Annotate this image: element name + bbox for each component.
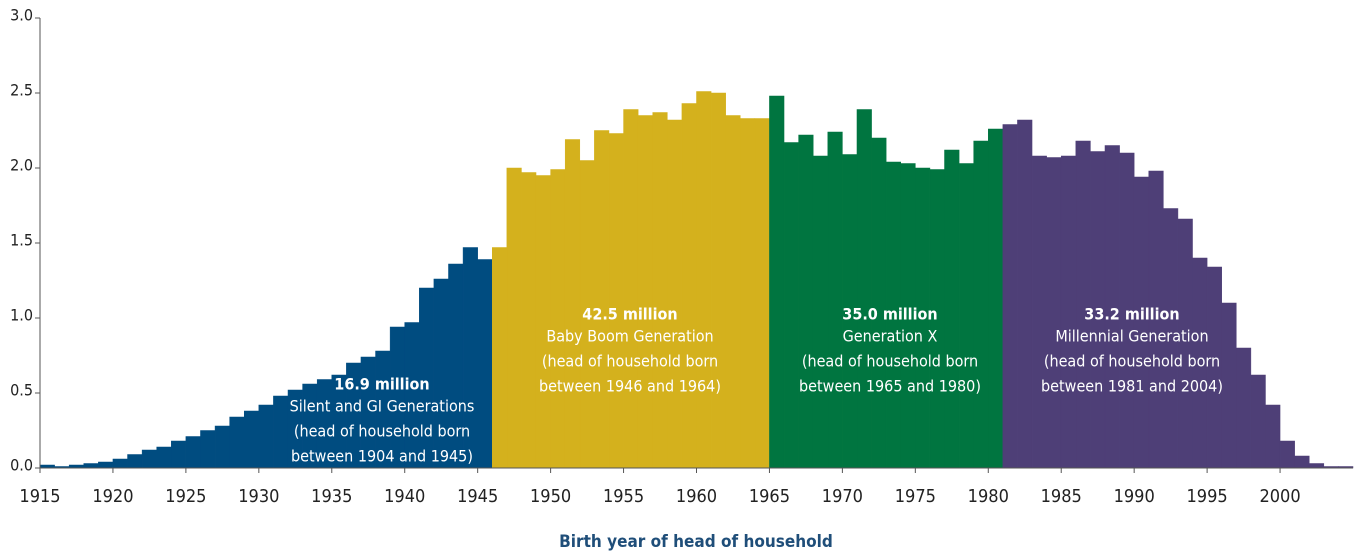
- annotation-title: 42.5 million: [582, 305, 677, 324]
- y-tick-label: 3.0: [10, 6, 33, 25]
- bar: [1308, 463, 1325, 469]
- annotation-text: (head of household born: [542, 352, 718, 371]
- bar: [564, 139, 581, 469]
- x-tick-label: 1975: [895, 486, 936, 507]
- annotation-text: between 1946 and 1964): [539, 377, 721, 396]
- annotation-title: 16.9 million: [334, 375, 429, 394]
- bar: [769, 95, 785, 469]
- y-tick-label: 0.5: [10, 381, 33, 400]
- bar: [550, 169, 566, 469]
- annotation-text: Silent and GI Generations: [290, 397, 475, 416]
- bar: [1236, 347, 1252, 469]
- bar: [710, 92, 726, 469]
- x-tick-label: 1965: [749, 486, 790, 507]
- bar: [98, 461, 114, 469]
- bar: [856, 109, 872, 469]
- x-tick-label: 2000: [1259, 486, 1300, 507]
- annotation-title: 33.2 million: [1084, 305, 1179, 324]
- bar: [812, 155, 829, 469]
- annotation-text: (head of household born: [802, 352, 978, 371]
- bar: [1046, 157, 1062, 469]
- annotation-text: (head of household born: [1044, 352, 1220, 371]
- bar: [506, 167, 522, 469]
- x-tick-label: 1945: [457, 486, 498, 507]
- bar: [667, 119, 683, 469]
- bar: [740, 118, 756, 469]
- x-tick-label: 1920: [92, 486, 133, 507]
- x-tick-label: 1955: [603, 486, 644, 507]
- bar: [171, 440, 187, 469]
- bar: [156, 446, 172, 469]
- bar: [944, 149, 960, 469]
- y-tick-label: 2.0: [10, 156, 33, 175]
- bar: [200, 430, 216, 469]
- x-tick-label: 1915: [19, 486, 60, 507]
- x-tick-label: 1950: [530, 486, 571, 507]
- y-tick-label: 0.0: [10, 456, 33, 475]
- bar: [535, 175, 551, 469]
- bar: [1221, 302, 1237, 469]
- bar: [1002, 124, 1018, 469]
- bar: [637, 115, 653, 469]
- x-tick-label: 1960: [676, 486, 717, 507]
- bar: [1060, 155, 1077, 469]
- bar: [1017, 119, 1033, 469]
- x-tick-label: 1980: [968, 486, 1009, 507]
- bar: [623, 109, 639, 469]
- bar: [871, 137, 887, 469]
- bar: [1250, 374, 1266, 469]
- bar: [783, 142, 799, 469]
- x-tick-label: 1930: [238, 486, 279, 507]
- bar: [243, 410, 260, 469]
- bar: [608, 133, 624, 469]
- annotation-text: Millennial Generation: [1055, 327, 1208, 346]
- x-tick-label: 1935: [311, 486, 352, 507]
- bar: [696, 91, 712, 469]
- annotation-text: between 1981 and 2004): [1041, 377, 1223, 396]
- bar: [681, 103, 697, 469]
- bar: [273, 395, 289, 469]
- bar: [185, 436, 201, 469]
- y-tick-label: 1.5: [10, 231, 33, 250]
- bar: [214, 425, 230, 469]
- bar: [798, 134, 814, 469]
- bar: [988, 128, 1004, 469]
- bar: [112, 458, 128, 469]
- y-tick-label: 1.0: [10, 306, 33, 325]
- bar: [1294, 455, 1310, 469]
- annotation-text: Baby Boom Generation: [546, 327, 713, 346]
- bar: [492, 247, 508, 469]
- bar: [725, 115, 741, 469]
- annotation-text: between 1904 and 1945): [291, 447, 473, 466]
- bar: [1279, 440, 1295, 469]
- bar: [652, 112, 668, 469]
- bar: [258, 404, 274, 469]
- x-tick-label: 1925: [165, 486, 206, 507]
- bar: [229, 416, 245, 469]
- y-tick-label: 2.5: [10, 81, 33, 100]
- annotation-text: (head of household born: [294, 422, 470, 441]
- annotation-text: Generation X: [843, 327, 938, 346]
- bar: [521, 172, 537, 469]
- bar: [127, 454, 143, 469]
- x-tick-label: 1990: [1114, 486, 1155, 507]
- annotation-text: between 1965 and 1980): [799, 377, 981, 396]
- x-tick-label: 1940: [384, 486, 425, 507]
- bar: [827, 131, 843, 469]
- bar: [1031, 155, 1047, 469]
- x-axis-label: Birth year of head of household: [559, 532, 833, 552]
- bar: [1265, 404, 1281, 469]
- bar: [594, 130, 610, 469]
- x-tick-label: 1970: [822, 486, 863, 507]
- x-tick-label: 1985: [1041, 486, 1082, 507]
- bar: [958, 163, 974, 469]
- bar: [83, 463, 99, 469]
- bar: [754, 118, 770, 469]
- annotation-title: 35.0 million: [842, 305, 937, 324]
- bar: [973, 140, 989, 469]
- bar: [141, 449, 157, 469]
- bar: [477, 259, 493, 469]
- x-tick-label: 1995: [1187, 486, 1228, 507]
